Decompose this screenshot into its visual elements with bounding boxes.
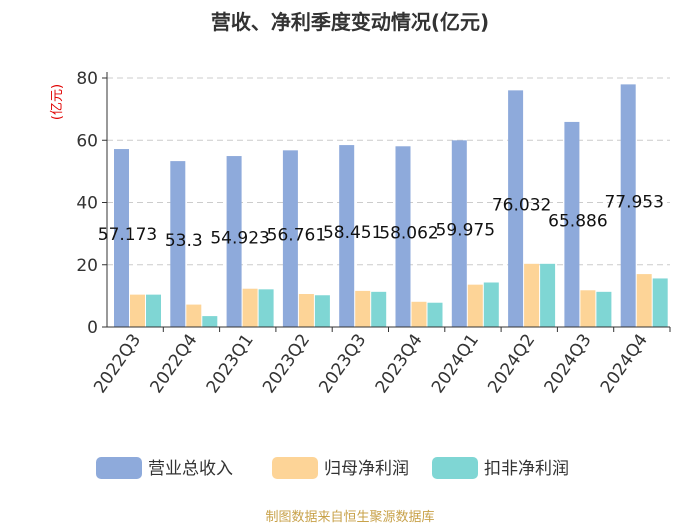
bar xyxy=(483,282,499,327)
legend[interactable]: 营业总收入 归母净利润 扣非净利润 xyxy=(96,457,569,479)
x-tick-label: 2024Q1 xyxy=(428,330,483,397)
x-tick-label: 2024Q3 xyxy=(541,330,596,397)
bar xyxy=(170,161,186,327)
y-axis-label: (亿元) xyxy=(50,84,65,120)
y-tick-label: 60 xyxy=(76,131,98,151)
bar xyxy=(355,290,371,327)
bar xyxy=(411,301,427,327)
data-label: 76.032 xyxy=(492,196,551,216)
bar xyxy=(451,140,467,327)
source-note: 制图数据来自恒生聚源数据库 xyxy=(265,509,434,525)
bar xyxy=(258,289,274,327)
x-tick-label: 2022Q4 xyxy=(146,330,201,397)
data-label: 77.953 xyxy=(604,193,663,213)
x-tick-label: 2024Q4 xyxy=(597,330,652,397)
bar xyxy=(242,288,258,327)
x-tick-label: 2022Q3 xyxy=(90,330,145,397)
data-label: 65.886 xyxy=(548,211,607,231)
y-tick-label: 20 xyxy=(76,256,98,276)
legend-swatch[interactable] xyxy=(432,457,478,479)
data-labels: 57.173 53.3 54.92356.76158.45158.06259.975… xyxy=(98,193,664,251)
legend-swatch[interactable] xyxy=(272,457,318,479)
bar xyxy=(146,294,161,327)
bar xyxy=(636,274,652,327)
x-tick-label: 2024Q2 xyxy=(484,330,539,397)
bars xyxy=(114,84,668,328)
bar xyxy=(596,291,612,327)
bar xyxy=(371,291,387,327)
y-tick-label: 40 xyxy=(76,194,98,214)
legend-swatch[interactable] xyxy=(96,457,142,479)
grid-lines xyxy=(107,77,670,266)
chart-title: 营收、净利季度变动情况(亿元) xyxy=(211,10,489,34)
bar xyxy=(395,146,411,327)
bar xyxy=(202,316,218,327)
bar xyxy=(524,263,540,327)
y-tick-label: 80 xyxy=(76,69,98,89)
bar xyxy=(226,156,242,327)
bar xyxy=(186,304,202,327)
y-tick-label: 0 xyxy=(87,318,98,338)
bar xyxy=(114,149,129,327)
x-tick-label: 2023Q2 xyxy=(259,330,314,397)
bar xyxy=(130,294,145,327)
legend-label[interactable]: 营业总收入 xyxy=(148,459,233,479)
bar xyxy=(467,284,483,327)
bar xyxy=(282,150,298,327)
bar xyxy=(652,278,668,327)
legend-label[interactable]: 归母净利润 xyxy=(324,459,409,479)
data-label: 57.173 xyxy=(98,225,157,245)
bar xyxy=(580,290,596,327)
data-label: 54.923 xyxy=(210,229,269,249)
data-label: 56.761 xyxy=(267,226,326,246)
data-label: 53.3 xyxy=(165,231,203,251)
x-tick-label: 2023Q4 xyxy=(372,330,427,397)
legend-label[interactable]: 扣非净利润 xyxy=(484,459,569,479)
bar xyxy=(620,84,636,328)
bar xyxy=(540,263,556,327)
data-label: 59.975 xyxy=(436,221,495,241)
x-tick-label: 2023Q1 xyxy=(203,330,258,397)
data-label: 58.451 xyxy=(323,223,382,243)
bar xyxy=(298,294,314,327)
bar xyxy=(314,295,330,327)
bar xyxy=(427,302,443,327)
bar xyxy=(564,121,580,327)
bar xyxy=(508,90,524,327)
data-label: 58.062 xyxy=(379,224,438,244)
bar xyxy=(339,145,355,327)
x-tick-label: 2023Q3 xyxy=(315,330,370,397)
